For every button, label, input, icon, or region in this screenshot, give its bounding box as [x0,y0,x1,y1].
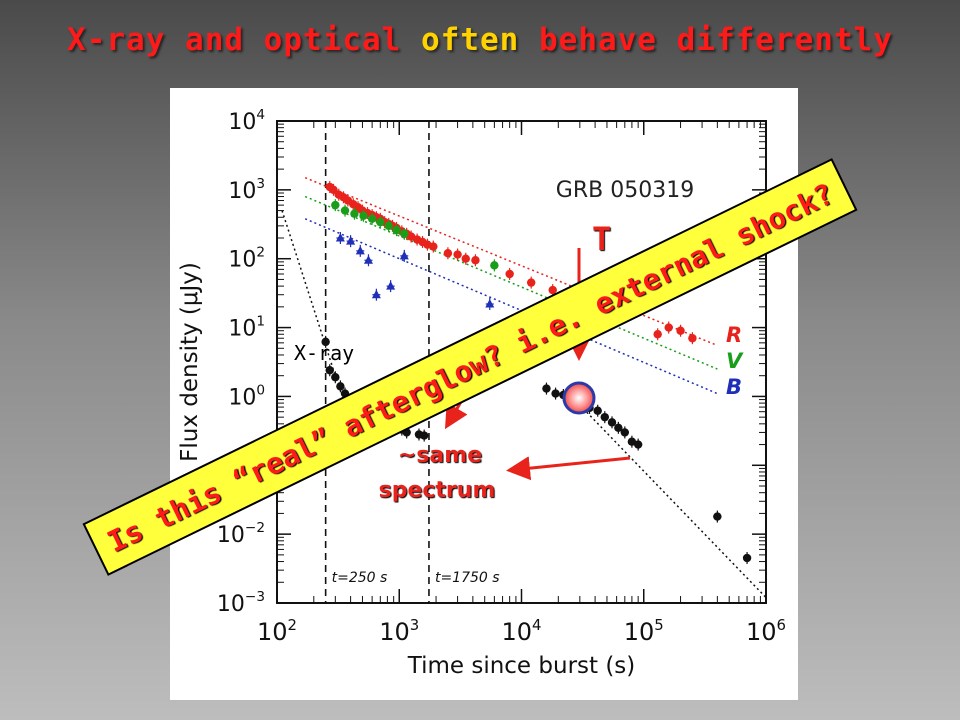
data-point-V [359,211,368,220]
y-tick-label: 100 [228,382,265,410]
data-point-V [350,209,359,218]
y-tick-label: 104 [228,107,265,135]
break-marker [562,381,596,415]
fit-line [304,177,718,347]
x-axis-label: Time since burst (s) [407,653,636,679]
data-point-X-ray [614,423,623,433]
data-point-B [335,232,345,242]
legend-V: V [726,349,744,373]
data-point-R [471,256,480,265]
data-point-V [340,206,350,215]
data-point-B [371,289,381,299]
data-point-R [676,326,685,335]
data-point-V [367,214,377,223]
data-point-X-ray [325,366,334,375]
data-point-B [346,236,356,245]
data-point-R [526,278,536,287]
y-tick-label: 10−2 [217,520,265,548]
data-point-V [331,200,340,210]
data-point-X-ray [593,406,602,415]
x-tick-label: 104 [501,616,541,646]
data-point-V [392,225,401,235]
slide-title: X-ray and optical often behave different… [0,22,960,58]
x-tick-label: 103 [379,616,419,646]
data-point-B [485,298,495,308]
fit-line [579,404,767,599]
data-point-X-ray [627,437,637,446]
data-point-R [429,242,438,251]
data-point-R [664,323,673,332]
legend-B: B [726,375,742,399]
data-point-R [461,254,470,263]
data-point-B [363,255,373,264]
data-point-V [376,217,385,227]
plot-card [170,88,798,700]
spectrum-arrow-right [506,456,631,481]
y-axis-label: Flux density (μJy) [177,262,203,462]
fit-line [281,210,337,376]
banner-box [82,158,858,576]
data-point-R [443,249,453,258]
data-point-X-ray [633,440,643,449]
data-point-B [355,245,365,255]
plot-layer: 10210310410510610−310−210−11001011021031… [177,107,786,679]
data-point-V [384,221,393,231]
t-label: T [592,220,611,258]
title-highlight: often [421,22,520,58]
chart-title: GRB 050319 [556,178,694,203]
data-point-X-ray [336,382,345,391]
x-tick-label: 106 [746,616,786,646]
title-part-1: X-ray and optical [67,22,421,58]
same-label: ~same [398,443,482,468]
y-tick-label: 101 [228,314,265,342]
data-point-X-ray [420,431,429,440]
data-point-R [548,285,557,295]
data-point-V [400,229,409,239]
data-point-X-ray [742,553,752,563]
data-point-B [399,250,409,260]
y-tick-label: 102 [228,245,265,273]
y-tick-label: 10−3 [217,589,265,617]
xray-label: X-ray [294,341,354,365]
data-point-X-ray [551,389,560,398]
data-point-R [453,250,462,259]
data-point-X-ray [600,412,609,422]
data-point-X-ray [607,418,617,427]
data-point-X-ray [620,428,630,437]
data-point-R [688,334,697,343]
data-point-X-ray [321,337,330,347]
y-tick-label: 103 [228,176,265,204]
data-point-X-ray [542,384,551,393]
data-point-R [505,269,514,279]
x-tick-label: 105 [624,616,664,646]
legend-R: R [726,323,742,347]
vline-label: t=250 s [332,570,388,586]
x-tick-label: 102 [257,616,297,646]
data-point-X-ray [331,373,340,382]
title-part-2: behave differently [519,22,893,58]
data-point-X-ray [713,512,722,521]
data-point-B [386,281,396,290]
data-point-R [653,330,662,339]
data-point-V [490,261,499,270]
vline-label: t=1750 s [435,570,500,586]
spectrum-label: spectrum [379,478,496,503]
